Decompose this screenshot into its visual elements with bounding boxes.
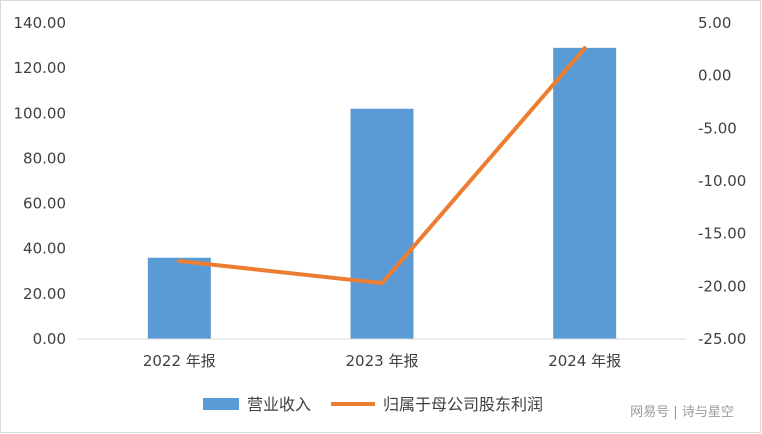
legend-item-profit[interactable]: 归属于母公司股东利润 — [331, 395, 543, 414]
left-tick-label: 140.00 — [14, 14, 67, 32]
left-tick-label: 20.00 — [23, 285, 66, 303]
bar — [350, 108, 414, 340]
right-tick-label: -5.00 — [698, 119, 737, 137]
bar — [553, 47, 617, 339]
line-point — [177, 259, 182, 264]
right-y-axis: -25.00 -20.00 -15.00 -10.00 -5.00 0.00 5.00 — [698, 14, 746, 348]
right-tick-label: -10.00 — [698, 172, 746, 190]
left-tick-label: 60.00 — [23, 195, 66, 213]
line-point — [380, 281, 384, 286]
x-axis: 2022 年报 2023 年报 2024 年报 — [143, 352, 621, 370]
left-tick-label: 120.00 — [14, 59, 67, 77]
right-tick-label: 5.00 — [698, 14, 731, 32]
left-tick-label: 0.00 — [33, 330, 66, 348]
right-tick-label: -20.00 — [698, 277, 746, 295]
category-label: 2024 年报 — [548, 352, 621, 370]
bar — [147, 257, 211, 339]
plot-area — [78, 46, 686, 340]
right-tick-label: -25.00 — [698, 330, 746, 348]
left-tick-label: 40.00 — [23, 240, 66, 258]
right-tick-label: 0.00 — [698, 67, 731, 85]
watermark: 网易号 | 诗与星空 — [630, 405, 734, 420]
category-label: 2022 年报 — [143, 352, 216, 370]
right-tick-label: -15.00 — [698, 225, 746, 243]
legend: 营业收入 归属于母公司股东利润 — [203, 395, 543, 414]
category-label: 2023 年报 — [346, 352, 419, 370]
legend-label-revenue: 营业收入 — [247, 395, 311, 414]
left-tick-label: 100.00 — [14, 104, 67, 122]
left-tick-label: 80.00 — [23, 149, 66, 167]
left-y-axis: 0.00 20.00 40.00 60.00 80.00 100.00 120.00 140.… — [14, 14, 67, 348]
legend-item-revenue[interactable]: 营业收入 — [203, 395, 311, 414]
legend-swatch-bar — [203, 398, 239, 410]
legend-label-profit: 归属于母公司股东利润 — [383, 395, 543, 414]
line-point — [582, 46, 587, 51]
